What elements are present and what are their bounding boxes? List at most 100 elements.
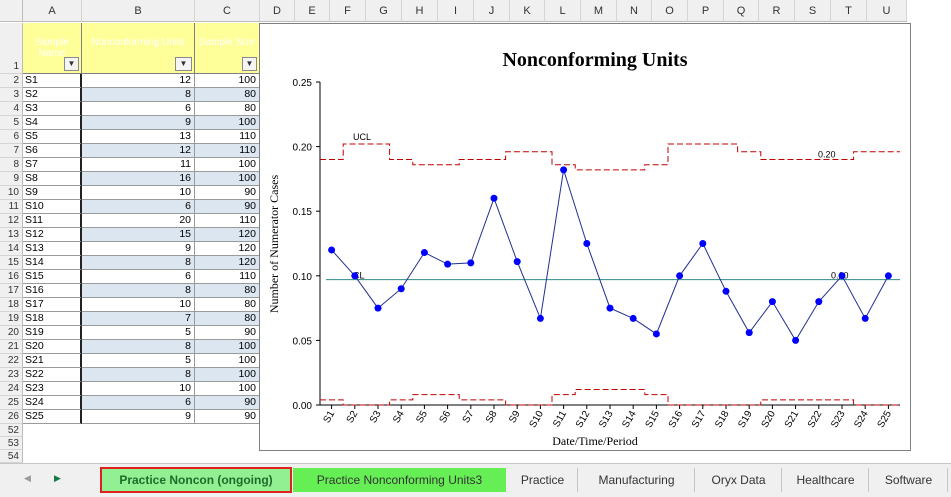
row-header[interactable]: 53 [0, 437, 23, 450]
sample-size-cell[interactable]: 100 [195, 158, 260, 172]
sample-size-cell[interactable]: 100 [195, 74, 260, 88]
nonconforming-cell[interactable]: 6 [82, 270, 195, 284]
row-header[interactable]: 9 [0, 172, 23, 186]
sample-size-cell[interactable]: 80 [195, 88, 260, 102]
row-header[interactable]: 7 [0, 144, 23, 158]
row-header[interactable]: 6 [0, 130, 23, 144]
sample-size-cell[interactable]: 100 [195, 368, 260, 382]
sample-size-cell[interactable]: 90 [195, 186, 260, 200]
sample-size-cell[interactable]: 120 [195, 256, 260, 270]
row-header[interactable]: 21 [0, 340, 23, 354]
row-header[interactable]: 18 [0, 298, 23, 312]
row-header[interactable]: 11 [0, 200, 23, 214]
tab-oryx-data[interactable]: Oryx Data [696, 468, 782, 492]
sample-name-cell[interactable]: S5 [23, 130, 82, 144]
sample-size-cell[interactable]: 80 [195, 102, 260, 116]
column-header[interactable]: N [617, 0, 652, 22]
filter-dropdown-button[interactable]: ▼ [64, 57, 79, 71]
sample-size-cell[interactable]: 120 [195, 228, 260, 242]
nonconforming-cell[interactable]: 9 [82, 410, 195, 424]
nonconforming-cell[interactable]: 5 [82, 354, 195, 368]
column-header[interactable]: H [402, 0, 438, 22]
nonconforming-cell[interactable]: 12 [82, 74, 195, 88]
nonconforming-cell[interactable]: 5 [82, 326, 195, 340]
sample-name-cell[interactable]: S13 [23, 242, 82, 256]
sample-size-cell[interactable]: 110 [195, 214, 260, 228]
row-header[interactable]: 24 [0, 382, 23, 396]
nonconforming-cell[interactable]: 15 [82, 228, 195, 242]
column-header[interactable]: I [438, 0, 474, 22]
sample-size-cell[interactable]: 80 [195, 298, 260, 312]
row-header[interactable]: 20 [0, 326, 23, 340]
nonconforming-cell[interactable]: 10 [82, 186, 195, 200]
row-header[interactable]: 23 [0, 368, 23, 382]
sample-name-cell[interactable]: S14 [23, 256, 82, 270]
nonconforming-cell[interactable]: 7 [82, 312, 195, 326]
nonconforming-cell[interactable]: 12 [82, 144, 195, 158]
nonconforming-cell[interactable]: 8 [82, 88, 195, 102]
column-header[interactable]: D [260, 0, 295, 22]
sample-name-cell[interactable]: S3 [23, 102, 82, 116]
row-header[interactable]: 22 [0, 354, 23, 368]
sample-size-cell[interactable]: 90 [195, 410, 260, 424]
nonconforming-cell[interactable]: 8 [82, 256, 195, 270]
row-header[interactable]: 17 [0, 284, 23, 298]
column-header[interactable]: G [366, 0, 402, 22]
tab-healthcare[interactable]: Healthcare [783, 468, 869, 492]
sample-size-cell[interactable]: 80 [195, 312, 260, 326]
tab-manufacturing[interactable]: Manufacturing [579, 468, 695, 492]
sample-name-cell[interactable]: S16 [23, 284, 82, 298]
row-header[interactable]: 52 [0, 424, 23, 437]
tab-practice-nonconforming-units3[interactable]: Practice Nonconforming Units3 [293, 468, 506, 492]
sample-name-cell[interactable]: S17 [23, 298, 82, 312]
row-header[interactable]: 12 [0, 214, 23, 228]
row-header[interactable]: 15 [0, 256, 23, 270]
sample-name-cell[interactable]: S6 [23, 144, 82, 158]
sample-size-cell[interactable]: 100 [195, 340, 260, 354]
sample-name-cell[interactable]: S10 [23, 200, 82, 214]
column-header[interactable]: T [831, 0, 867, 22]
nonconforming-cell[interactable]: 8 [82, 368, 195, 382]
sample-name-cell[interactable]: S25 [23, 410, 82, 424]
sample-name-cell[interactable]: S11 [23, 214, 82, 228]
row-header[interactable]: 25 [0, 396, 23, 410]
select-all-corner[interactable] [0, 0, 23, 22]
sample-size-cell[interactable]: 90 [195, 396, 260, 410]
row-header[interactable]: 19 [0, 312, 23, 326]
nonconforming-cell[interactable]: 9 [82, 242, 195, 256]
row-header[interactable]: 26 [0, 410, 23, 424]
sample-name-cell[interactable]: S7 [23, 158, 82, 172]
column-header[interactable]: F [330, 0, 366, 22]
filter-dropdown-button[interactable]: ▼ [242, 57, 257, 71]
sample-name-cell[interactable]: S21 [23, 354, 82, 368]
column-header[interactable]: O [652, 0, 688, 22]
nonconforming-cell[interactable]: 13 [82, 130, 195, 144]
sample-size-cell[interactable]: 100 [195, 382, 260, 396]
sample-name-cell[interactable]: S8 [23, 172, 82, 186]
row-header[interactable]: 2 [0, 74, 23, 88]
nonconforming-cell[interactable]: 8 [82, 340, 195, 354]
sample-name-cell[interactable]: S4 [23, 116, 82, 130]
sample-name-cell[interactable]: S22 [23, 368, 82, 382]
column-header[interactable]: L [545, 0, 581, 22]
sample-name-cell[interactable]: S20 [23, 340, 82, 354]
nonconforming-cell[interactable]: 6 [82, 396, 195, 410]
sample-name-cell[interactable]: S23 [23, 382, 82, 396]
sample-size-cell[interactable]: 110 [195, 130, 260, 144]
row-header[interactable]: 5 [0, 116, 23, 130]
row-header[interactable]: 10 [0, 186, 23, 200]
nonconforming-cell[interactable]: 9 [82, 116, 195, 130]
sample-name-cell[interactable]: S9 [23, 186, 82, 200]
sample-size-cell[interactable]: 90 [195, 200, 260, 214]
row-header[interactable]: 13 [0, 228, 23, 242]
sample-name-cell[interactable]: S2 [23, 88, 82, 102]
row-header[interactable]: 1 [0, 23, 23, 74]
tab-practice[interactable]: Practice [508, 468, 578, 492]
row-header[interactable]: 54 [0, 450, 23, 463]
column-header[interactable]: B [82, 0, 195, 22]
row-header[interactable]: 3 [0, 88, 23, 102]
sample-name-cell[interactable]: S1 [23, 74, 82, 88]
column-header[interactable]: J [474, 0, 510, 22]
tab-practice-noncon-ongoing[interactable]: Practice Noncon (ongoing) [100, 467, 292, 493]
row-header[interactable]: 16 [0, 270, 23, 284]
